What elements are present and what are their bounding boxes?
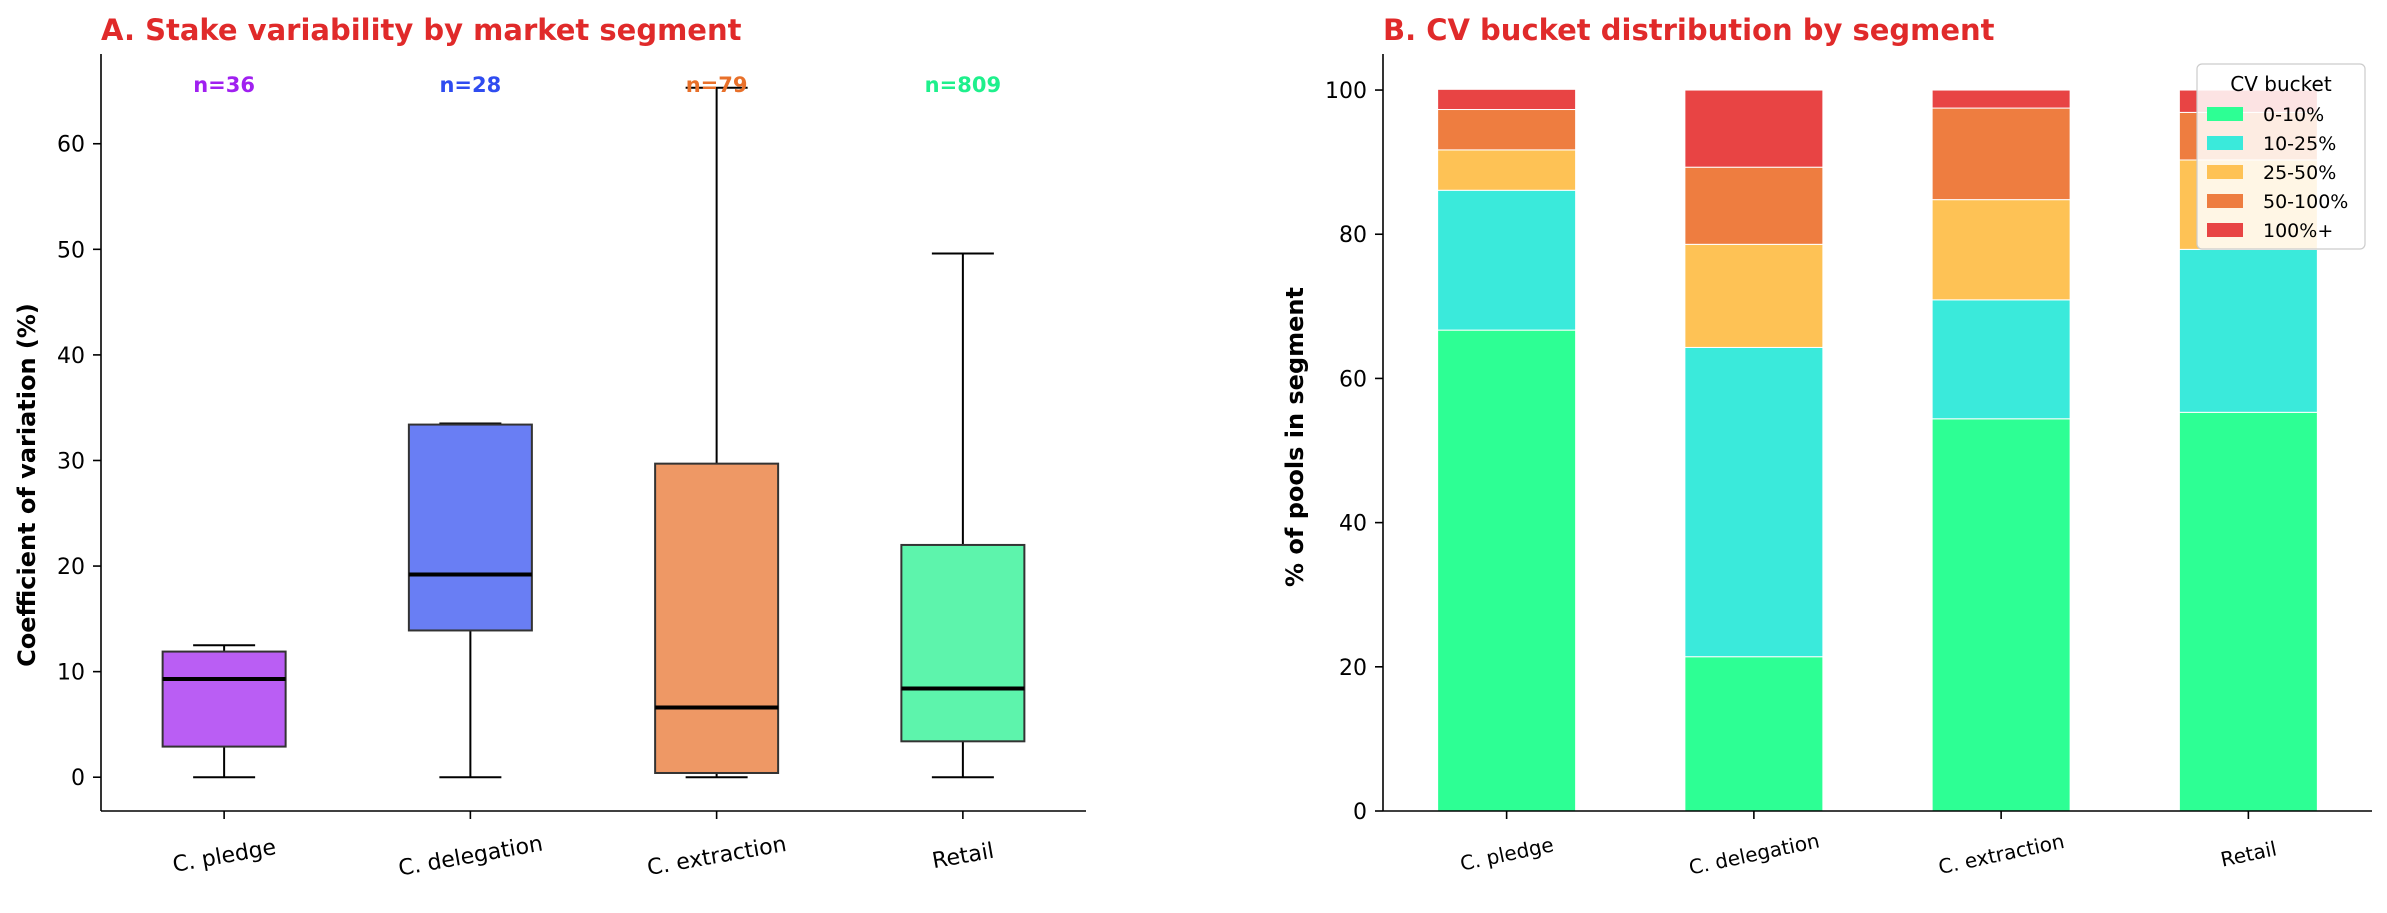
x-tick-label-b-c-delegation: C. delegation [1687,828,1822,879]
y-tick-label-a-40: 40 [57,344,85,369]
x-tick-label-a-c-extraction: C. extraction [645,832,788,881]
y-tick-label-a-10: 10 [57,661,85,686]
bar-segment-c-delegation-0-10 [1684,656,1824,812]
panel-a-title: A. Stake variability by market segment [101,13,742,47]
y-tick-label-b-40: 40 [1339,512,1367,537]
legend-swatch-25-50 [2207,165,2243,179]
y-tick-label-b-0: 0 [1353,800,1367,825]
panel-a-y-axis-label: Coefficient of variation (%) [13,303,41,667]
bar-segment-c-extraction-50-100 [1931,107,2071,201]
x-tick-label-b-retail: Retail [2218,836,2278,871]
bar-segment-c-extraction-0-10 [1931,418,2071,812]
bar-segment-c-pledge-10-25 [1437,189,1577,331]
legend-label-50-100: 50-100% [2263,191,2348,213]
legend-title: CV bucket [2230,72,2332,96]
panel-b-title: B. CV bucket distribution by segment [1383,13,1995,47]
bar-segment-c-pledge-50-100 [1437,109,1577,151]
y-tick-label-b-60: 60 [1339,367,1367,392]
y-tick-label-a-60: 60 [57,133,85,158]
bar-segment-c-extraction-25-50 [1931,199,2071,301]
panel-b-y-axis-label: % of pools in segment [1281,287,1309,587]
panel-b-stacked-bar: B. CV bucket distribution by segment % o… [1281,13,2372,880]
x-tick-label-b-c-pledge: C. pledge [1458,832,1556,875]
box-c-extraction: n=79 [654,73,780,779]
legend-label-100: 100%+ [2263,220,2333,242]
x-tick-label-a-c-pledge: C. pledge [171,835,278,878]
bar-segment-c-delegation-50-100 [1684,166,1824,245]
x-tick-label-b-c-extraction: C. extraction [1936,829,2066,879]
iqr-box-c-extraction [654,462,780,774]
legend-label-10-25: 10-25% [2263,133,2336,155]
n-label-c-extraction: n=79 [686,73,748,97]
iqr-box-retail [900,543,1026,743]
bar-segment-c-delegation-100 [1684,89,1824,168]
y-tick-label-a-50: 50 [57,238,85,263]
x-tick-label-a-c-delegation: C. delegation [397,831,545,881]
bar-segment-c-extraction-100 [1931,89,2071,109]
y-tick-label-b-80: 80 [1339,223,1367,248]
legend: CV bucket 0-10% 10-25% 25-50% 50-100% 100%+ [2196,63,2366,250]
bar-segment-c-delegation-25-50 [1684,243,1824,348]
legend-label-25-50: 25-50% [2263,162,2336,184]
legend-label-0-10: 0-10% [2263,104,2324,126]
bar-segment-c-pledge-25-50 [1437,149,1577,191]
stacked-bar-c-pledge [1437,88,1577,812]
box-retail: n=809 [900,73,1026,779]
panel-a-box-plot: A. Stake variability by market segment C… [13,13,1086,881]
stacked-bar-c-delegation [1684,89,1824,812]
n-label-retail: n=809 [925,73,1001,97]
bar-segment-c-delegation-10-25 [1684,346,1824,658]
stacked-bar-c-extraction [1931,89,2071,812]
n-label-c-delegation: n=28 [439,73,501,97]
legend-swatch-10-25 [2207,136,2243,150]
y-tick-label-a-30: 30 [57,449,85,474]
x-tick-label-a-retail: Retail [930,839,996,874]
y-tick-label-b-20: 20 [1339,656,1367,681]
bar-segment-retail-10-25 [2178,248,2318,413]
iqr-box-c-pledge [161,650,287,748]
y-tick-label-b-100: 100 [1325,79,1367,104]
legend-swatch-50-100 [2207,194,2243,208]
box-c-delegation: n=28 [407,73,533,779]
box-c-pledge: n=36 [161,73,287,779]
y-tick-label-a-20: 20 [57,555,85,580]
bar-segment-c-extraction-10-25 [1931,299,2071,420]
n-label-c-pledge: n=36 [193,73,255,97]
panel-a-marks: n=36 n=28 n=79 n=809 [161,73,1026,779]
panel-b-marks [1437,88,2318,812]
legend-swatch-100 [2207,223,2243,237]
bar-segment-retail-0-10 [2178,411,2318,812]
bar-segment-c-pledge-100 [1437,88,1577,111]
bar-segment-c-pledge-0-10 [1437,329,1577,812]
legend-swatch-0-10 [2207,107,2243,121]
y-tick-label-a-0: 0 [71,766,85,791]
iqr-box-c-delegation [407,423,533,632]
